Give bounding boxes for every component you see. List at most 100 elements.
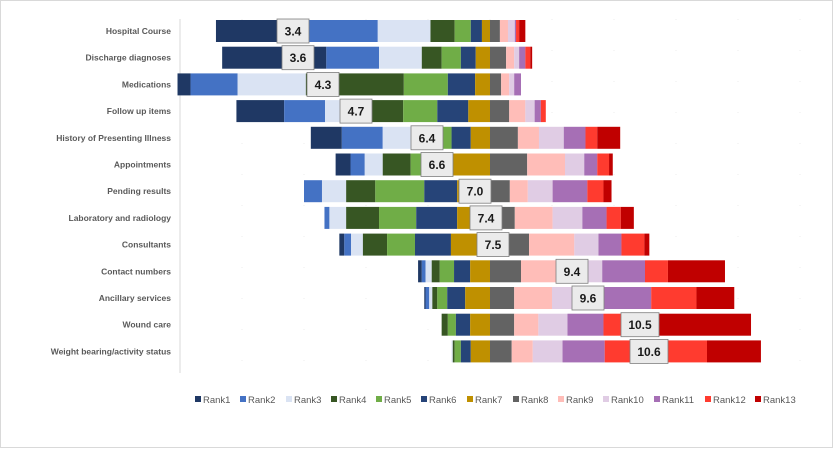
bar-segment-rank11: [514, 73, 521, 96]
legend-label: Rank3: [294, 395, 321, 406]
bar-segment-rank6: [447, 287, 466, 309]
bar-segment-rank10: [538, 126, 564, 149]
bar-segment-rank13: [609, 153, 613, 176]
mean-rank-label: 10.5: [620, 312, 660, 338]
bar-segment-rank13: [519, 20, 526, 42]
bar-segment-rank5: [379, 206, 417, 229]
bar-segment-rank13: [620, 206, 634, 229]
bar-segment-rank11: [582, 206, 607, 229]
mean-rank-label-text: 4.3: [315, 78, 332, 92]
bar-segment-rank7: [465, 287, 490, 309]
mean-rank-label-text: 4.7: [348, 105, 365, 119]
bar-segment-rank13: [530, 46, 533, 69]
legend-label: Rank1: [203, 395, 230, 406]
mean-rank-label-text: 10.6: [637, 345, 661, 359]
mean-rank-label-box: [420, 152, 454, 177]
bar-segment-rank5: [439, 260, 455, 283]
mean-rank-label: 9.6: [571, 285, 605, 311]
legend-label: Rank4: [339, 395, 366, 406]
bar-segment-rank5: [375, 180, 425, 203]
mean-rank-label-text: 3.6: [290, 51, 307, 65]
category-label: Hospital Course: [106, 26, 171, 36]
mean-rank-label-text: 6.6: [429, 158, 446, 172]
bar-segment-rank5: [454, 20, 471, 42]
legend-label: Rank5: [384, 395, 411, 406]
bar-segment-rank9: [514, 287, 552, 309]
legend-item-rank6: Rank6: [421, 395, 456, 406]
mean-rank-label-box: [476, 232, 510, 258]
bar-segment-rank7: [475, 73, 490, 96]
bar-segment-rank11: [552, 180, 588, 203]
bar-segment-rank9: [527, 153, 566, 176]
mean-rank-label-box: [469, 205, 503, 231]
bar-segment-rank7: [470, 126, 490, 149]
mean-rank-label-box: [629, 338, 669, 364]
bar-segment-rank7: [475, 46, 490, 69]
mean-rank-label-box: [620, 312, 660, 338]
category-label: Contact numbers: [101, 266, 171, 276]
bar-segment-rank10: [538, 313, 568, 336]
bar-segment-rank8: [490, 153, 528, 176]
bar-segment-rank9: [529, 233, 575, 256]
bar-segment-rank6: [460, 340, 471, 363]
mean-rank-label-text: 6.4: [419, 131, 436, 145]
legend-item-rank3: Rank3: [286, 395, 321, 406]
bar-segment-rank1: [236, 100, 285, 123]
bar-segment-rank13: [696, 287, 735, 309]
legend-item-rank2: Rank2: [240, 395, 275, 406]
bar-segment-rank6: [414, 233, 451, 256]
mean-rank-labels: 3.4 3.6 4.3 4.7 6.4 6.6 7.0 7.4 7.5 9.4 9.6 10.5 10.…: [276, 18, 669, 364]
bar-segment-rank12: [597, 153, 610, 176]
bar-segment-rank2: [350, 153, 365, 176]
bar-segment-rank9: [509, 100, 526, 123]
category-label: Consultants: [122, 240, 171, 250]
mean-rank-label-box: [571, 285, 605, 311]
bar-segment-rank4: [382, 153, 411, 176]
bar-segment-rank2: [190, 73, 238, 96]
mean-rank-label-box: [339, 98, 373, 124]
legend-label: Rank6: [429, 395, 456, 406]
bar-segment-rank11: [567, 313, 604, 336]
category-label: Laboratory and radiology: [69, 213, 172, 223]
category-label: Pending results: [107, 186, 171, 196]
bar-segment-rank11: [563, 126, 586, 149]
bar-segment-rank13: [659, 313, 752, 336]
bar-segment-rank12: [645, 260, 668, 283]
mean-rank-label-box: [306, 72, 340, 97]
legend-label: Rank13: [763, 395, 796, 406]
bar-segment-rank6: [437, 100, 469, 123]
mean-rank-label-text: 7.5: [485, 238, 502, 252]
category-label: History of Presenting Illness: [56, 133, 171, 143]
bar-segment-rank8: [490, 20, 500, 42]
bar-segment-rank9: [514, 313, 539, 336]
bar-segment-rank12: [516, 20, 520, 42]
legend-item-rank7: Rank7: [467, 395, 502, 406]
bar-segment-rank12: [585, 126, 598, 149]
legend-swatch: [654, 396, 660, 402]
mean-rank-label: 3.4: [276, 18, 310, 44]
legend-item-rank11: Rank11: [654, 395, 694, 406]
legend-label: Rank8: [521, 395, 548, 406]
bar-segment-rank4: [362, 233, 388, 256]
bar-segment-rank8: [490, 313, 515, 336]
mean-rank-label-text: 9.4: [564, 265, 581, 279]
bar-segment-rank8: [490, 100, 510, 123]
bar-segment-rank1: [310, 126, 342, 149]
bar-segment-rank6: [447, 73, 476, 96]
category-labels: Hospital Course Discharge diagnoses Medica…: [51, 26, 172, 356]
bar-segment-rank5: [387, 233, 415, 256]
category-label: Medications: [122, 79, 171, 89]
bar-segment-rank2: [344, 233, 352, 256]
bar-segment-rank8: [490, 340, 512, 363]
mean-rank-label-text: 9.6: [580, 292, 597, 306]
bar-segment-rank3: [237, 73, 306, 96]
bar-segment-rank7: [452, 153, 490, 176]
bar-segment-rank6: [416, 206, 458, 229]
legend-swatch: [195, 396, 201, 402]
bar-segment-rank12: [540, 100, 546, 123]
bar-segment-rank9: [509, 180, 528, 203]
bar-segment-rank5: [437, 287, 448, 309]
bar-segment-rank3: [351, 233, 363, 256]
bar-segment-rank4: [431, 260, 440, 283]
bar-segment-rank6: [455, 313, 471, 336]
